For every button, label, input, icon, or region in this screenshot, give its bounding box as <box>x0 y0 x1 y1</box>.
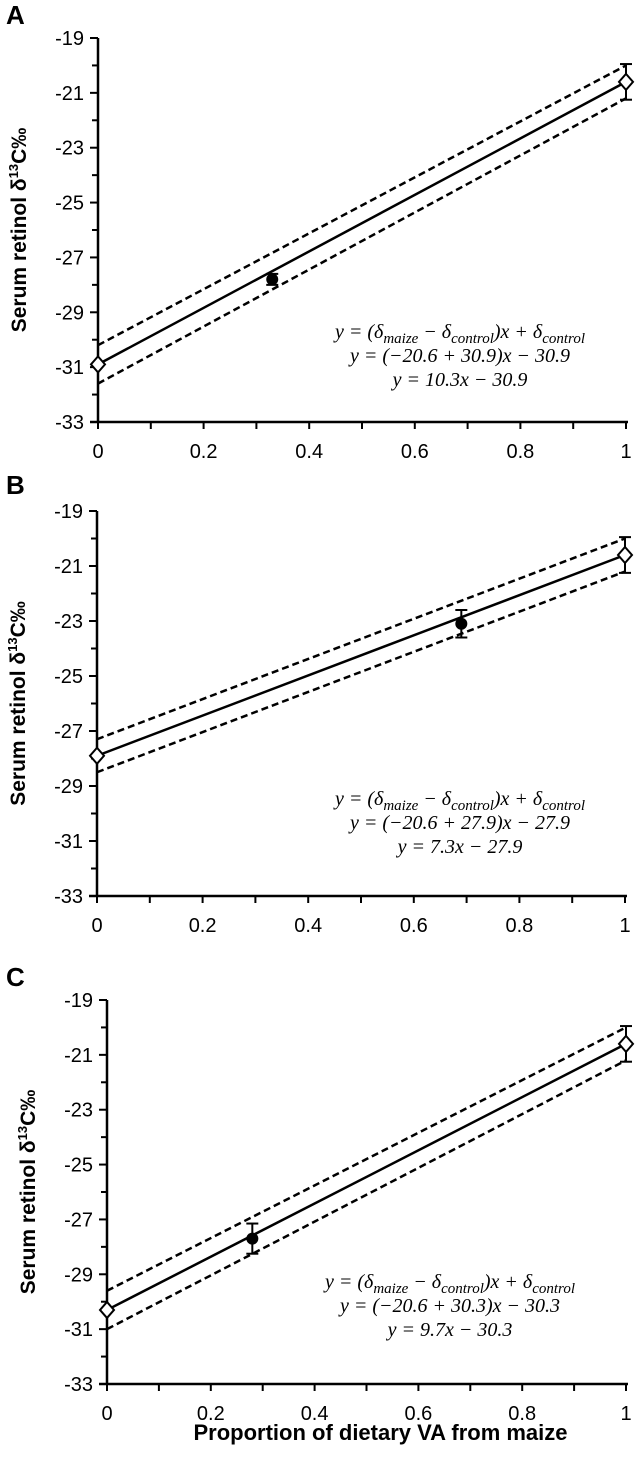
y-tick-label: -29 <box>54 776 83 798</box>
x-tick-label: 0.8 <box>506 441 534 463</box>
y-axis-label: Serum retinol δ13C‰ <box>6 128 31 333</box>
equation-substituted: y = (−20.6 + 27.9)x − 27.9 <box>348 812 570 834</box>
y-tick-label: -29 <box>55 302 84 324</box>
diamond-marker <box>98 1300 116 1320</box>
fit-line <box>96 553 626 757</box>
y-tick-label: -23 <box>54 611 83 633</box>
panel-a-letter: A <box>6 0 25 30</box>
confidence-line <box>96 570 626 774</box>
x-tick-label: 0 <box>92 441 103 463</box>
equation-simplified: y = 10.3x − 30.9 <box>391 369 528 391</box>
y-tick-label: -21 <box>54 556 83 578</box>
y-tick-label: -23 <box>64 1100 93 1122</box>
y-tick-label: -25 <box>64 1155 93 1177</box>
confidence-line <box>97 64 627 347</box>
circle-marker <box>455 617 468 630</box>
y-axis-label: Serum retinol δ13C‰ <box>15 1090 40 1295</box>
equation-simplified: y = 9.7x − 30.3 <box>386 1319 513 1341</box>
panel-c-letter: C <box>6 962 25 992</box>
y-tick-label: -33 <box>54 886 83 908</box>
x-tick-label: 1 <box>620 441 631 463</box>
equation-general: y = (δmaize − δcontrol)x + δcontrol <box>333 321 585 347</box>
y-tick-label: -27 <box>55 247 84 269</box>
equation-general: y = (δmaize − δcontrol)x + δcontrol <box>333 788 585 814</box>
equation-simplified: y = 7.3x − 27.9 <box>396 836 523 858</box>
x-axis-label: Proportion of dietary VA from maize <box>193 1420 568 1445</box>
x-tick-label: 0.4 <box>294 915 322 937</box>
diamond-marker <box>616 545 634 565</box>
x-tick-label: 0.2 <box>189 915 217 937</box>
y-tick-label: -23 <box>55 138 84 160</box>
x-tick-label: 0.4 <box>295 441 323 463</box>
x-tick-label: 0.4 <box>301 1403 329 1425</box>
fit-line <box>106 1042 627 1312</box>
y-tick-label: -19 <box>64 990 93 1012</box>
equation-general: y = (δmaize − δcontrol)x + δcontrol <box>323 1271 575 1297</box>
y-tick-label: -31 <box>55 357 84 379</box>
y-tick-label: -27 <box>54 721 83 743</box>
diamond-marker <box>88 746 106 766</box>
y-tick-label: -29 <box>64 1264 93 1286</box>
equation-substituted: y = (−20.6 + 30.3)x − 30.3 <box>338 1295 560 1317</box>
y-axis-label: Serum retinol δ13C‰ <box>5 601 30 806</box>
confidence-line <box>97 97 627 385</box>
x-tick-label: 0 <box>91 915 102 937</box>
x-tick-label: 1 <box>619 915 630 937</box>
y-tick-label: -33 <box>55 412 84 434</box>
y-tick-label: -25 <box>55 193 84 215</box>
y-tick-label: -31 <box>64 1319 93 1341</box>
diamond-marker <box>89 354 107 374</box>
y-tick-label: -25 <box>54 666 83 688</box>
x-tick-label: 0.8 <box>508 1403 536 1425</box>
y-tick-label: -33 <box>64 1374 93 1396</box>
panel-a: -19 -21 -23 -25 -27 -29 -31 -33 0 0.2 0.4 0.6 0.8 1 Se… <box>6 28 635 463</box>
circle-marker <box>266 273 279 286</box>
x-tick-label: 0.8 <box>505 915 533 937</box>
equation-substituted: y = (−20.6 + 30.9)x − 30.9 <box>348 345 570 367</box>
x-tick-label: 0.2 <box>197 1403 225 1425</box>
fit-line <box>97 80 627 366</box>
y-tick-label: -21 <box>64 1045 93 1067</box>
x-tick-label: 1 <box>620 1403 631 1425</box>
y-tick-label: -19 <box>55 28 84 50</box>
confidence-line <box>96 537 626 741</box>
x-tick-label: 0.6 <box>404 1403 432 1425</box>
panel-b: -19 -21 -23 -25 -27 -29 -31 -33 0 0.2 0.4 0.6 0.8 1 Se… <box>5 501 634 937</box>
x-tick-label: 0 <box>101 1403 112 1425</box>
y-tick-label: -21 <box>55 83 84 105</box>
diamond-marker <box>617 72 635 92</box>
x-tick-label: 0.6 <box>400 915 428 937</box>
x-tick-label: 0.2 <box>190 441 218 463</box>
panel-c: -19 -21 -23 -25 -27 -29 -31 -33 0 0.2 0.4 0.6 0.8 1 Se… <box>15 990 635 1425</box>
confidence-line <box>106 1026 627 1292</box>
x-tick-label: 0.6 <box>401 441 429 463</box>
confidence-line <box>106 1059 627 1331</box>
y-tick-label: -27 <box>64 1209 93 1231</box>
panel-b-letter: B <box>6 470 25 500</box>
diamond-marker <box>617 1034 635 1054</box>
y-tick-label: -19 <box>54 501 83 523</box>
y-tick-label: -31 <box>54 831 83 853</box>
circle-marker <box>246 1232 259 1245</box>
